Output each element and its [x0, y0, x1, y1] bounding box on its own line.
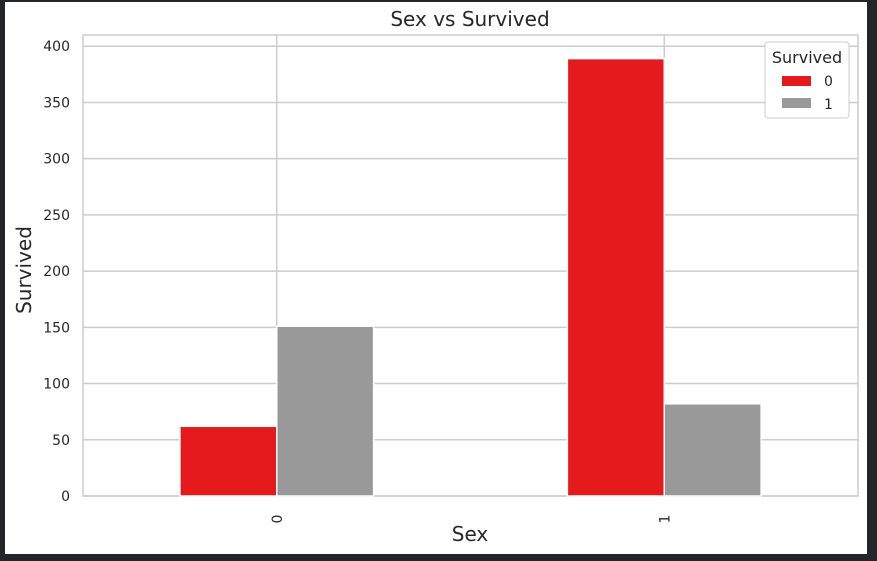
y-tick-label: 350 [43, 95, 70, 111]
plot-area-border [82, 34, 859, 497]
y-tick-label: 0 [61, 489, 70, 505]
legend-swatch-0 [782, 76, 811, 86]
y-tick-labels: 0 50 100 150 200 250 300 350 400 [43, 39, 70, 505]
legend-title: Survived [772, 48, 842, 67]
y-tick-label: 250 [43, 208, 70, 224]
bar-series-0-category-1 [566, 57, 665, 497]
chart-title: Sex vs Survived [390, 7, 549, 31]
y-tick-label: 50 [52, 433, 70, 449]
y-tick-label: 300 [43, 152, 70, 168]
bar-series-1-category-0 [276, 325, 375, 497]
y-tick-label: 150 [43, 320, 70, 336]
x-tick-label: 1 [657, 515, 673, 524]
legend-swatch-1 [782, 98, 811, 108]
y-tick-label: 100 [43, 377, 70, 393]
x-tick-label: 0 [270, 515, 286, 524]
x-axis-label: Sex [452, 522, 489, 546]
bar-series-1-category-1 [663, 403, 762, 497]
y-axis-label: Survived [12, 226, 36, 314]
bars [179, 57, 762, 497]
bar-series-0-category-0 [179, 425, 278, 497]
legend-label-0: 0 [824, 74, 833, 90]
legend: Survived 0 1 [764, 41, 850, 119]
y-tick-label: 400 [43, 39, 70, 55]
y-tick-label: 200 [43, 264, 70, 280]
legend-label-1: 1 [824, 97, 833, 113]
